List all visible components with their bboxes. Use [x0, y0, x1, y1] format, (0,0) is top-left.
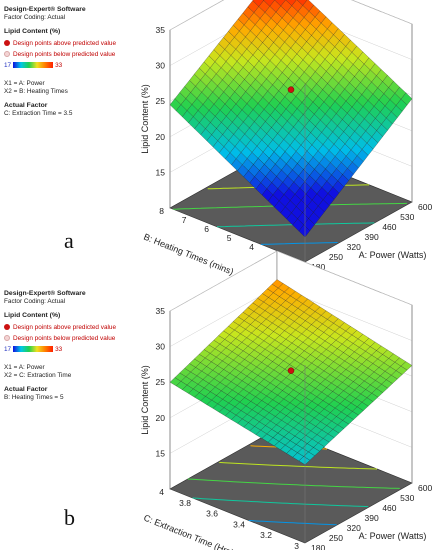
contour-line — [187, 478, 400, 489]
z-tick-label: 20 — [156, 413, 166, 423]
x1-definition: X1 = A: Power — [4, 363, 45, 371]
software-title: Design-Expert® Software — [4, 6, 86, 13]
x-tick-label: 530 — [400, 493, 414, 503]
legend-above: Design points above predicted value — [4, 323, 116, 332]
color-gradient-icon — [13, 345, 54, 352]
x-tick-label: 250 — [329, 252, 343, 262]
x-tick-label: 180 — [311, 262, 325, 272]
design-point-above-icon — [4, 39, 10, 46]
y-tick-label: 7 — [182, 215, 187, 225]
legend-below: Design points below predicted value — [4, 334, 116, 343]
z-gridline — [169, 250, 413, 312]
factor-coding: Factor Coding: Actual — [4, 298, 66, 306]
x-tick-label: 180 — [311, 543, 325, 550]
y-axis-label: C: Extraction Time (Hrs) — [142, 513, 235, 550]
x1-definition: X1 = A: Power — [4, 79, 45, 87]
z-tick-label: 15 — [156, 448, 166, 458]
design-point-below-icon — [4, 334, 10, 341]
info-panel-a: Design-Expert® Software Factor Coding: A… — [4, 6, 116, 118]
x-tick-label: 250 — [329, 533, 343, 543]
design-point-below-icon — [4, 50, 10, 57]
y-tick-label: 4 — [159, 487, 164, 497]
y-tick-label: 3.2 — [260, 530, 272, 540]
color-scale: 17 33 — [4, 61, 63, 69]
x-tick-label: 320 — [347, 242, 361, 252]
z-tick-label: 30 — [156, 61, 166, 71]
actual-factor-value: C: Extraction Time = 3.5 — [4, 110, 73, 118]
x-tick-label: 530 — [400, 212, 414, 222]
legend-above: Design points above predicted value — [4, 39, 116, 48]
z-gridline — [169, 0, 413, 31]
software-title: Design-Expert® Software — [4, 290, 86, 297]
contour-line — [192, 497, 369, 508]
z-axis-label: Lipid Content (%) — [140, 84, 150, 154]
y-tick-label: 3.8 — [179, 498, 191, 508]
response-title: Lipid Content (%) — [4, 312, 61, 320]
y-tick-label: 3.4 — [233, 519, 245, 529]
contour-line — [260, 242, 338, 245]
design-point — [287, 367, 295, 374]
info-panel-b: Design-Expert® Software Factor Coding: A… — [4, 290, 116, 402]
x-tick-label: 600 — [418, 483, 432, 493]
color-scale: 17 33 — [4, 345, 63, 353]
x-tick-label: 600 — [418, 202, 432, 212]
factor-coding: Factor Coding: Actual — [4, 14, 66, 22]
y-tick-label: 5 — [227, 233, 232, 243]
actual-factor-value: B: Heating Times = 5 — [4, 394, 64, 402]
y-tick-label: 3.6 — [206, 509, 218, 519]
color-gradient-icon — [13, 61, 54, 68]
z-tick-label: 35 — [156, 306, 166, 316]
z-tick-label: 25 — [156, 377, 166, 387]
actual-factor-title: Actual Factor — [4, 385, 48, 393]
z-tick-label: 20 — [156, 132, 166, 142]
y-tick-label: 4 — [249, 242, 254, 252]
x-tick-label: 390 — [365, 513, 379, 523]
response-title: Lipid Content (%) — [4, 28, 61, 36]
x-axis-label: A: Power (Watts) — [359, 531, 427, 541]
x2-definition: X2 = B: Heating Times — [4, 87, 68, 95]
z-tick-label: 25 — [156, 96, 166, 106]
x-tick-label: 460 — [382, 222, 396, 232]
panel-label-b: b — [64, 505, 75, 530]
z-tick-label: 35 — [156, 25, 166, 35]
design-point-above-icon — [4, 323, 10, 330]
contour-line — [248, 520, 337, 526]
design-point — [287, 86, 295, 93]
x-tick-label: 320 — [347, 523, 361, 533]
surface-cell — [400, 361, 413, 371]
y-tick-label: 3 — [294, 541, 299, 550]
surface-cell — [400, 92, 413, 106]
actual-factor-title: Actual Factor — [4, 101, 48, 109]
y-tick-label: 6 — [204, 224, 209, 234]
x-tick-label: 460 — [382, 503, 396, 513]
contour-line — [219, 461, 378, 470]
x-tick-label: 390 — [365, 232, 379, 242]
y-tick-label: 8 — [159, 206, 164, 216]
x2-definition: X2 = C: Extraction Time — [4, 371, 72, 379]
x-axis-label: A: Power (Watts) — [359, 250, 427, 260]
legend-below: Design points below predicted value — [4, 50, 116, 59]
z-tick-label: 30 — [156, 342, 166, 352]
z-axis-label: Lipid Content (%) — [140, 365, 150, 435]
panel-label-a: a — [64, 228, 74, 253]
z-tick-label: 15 — [156, 167, 166, 177]
